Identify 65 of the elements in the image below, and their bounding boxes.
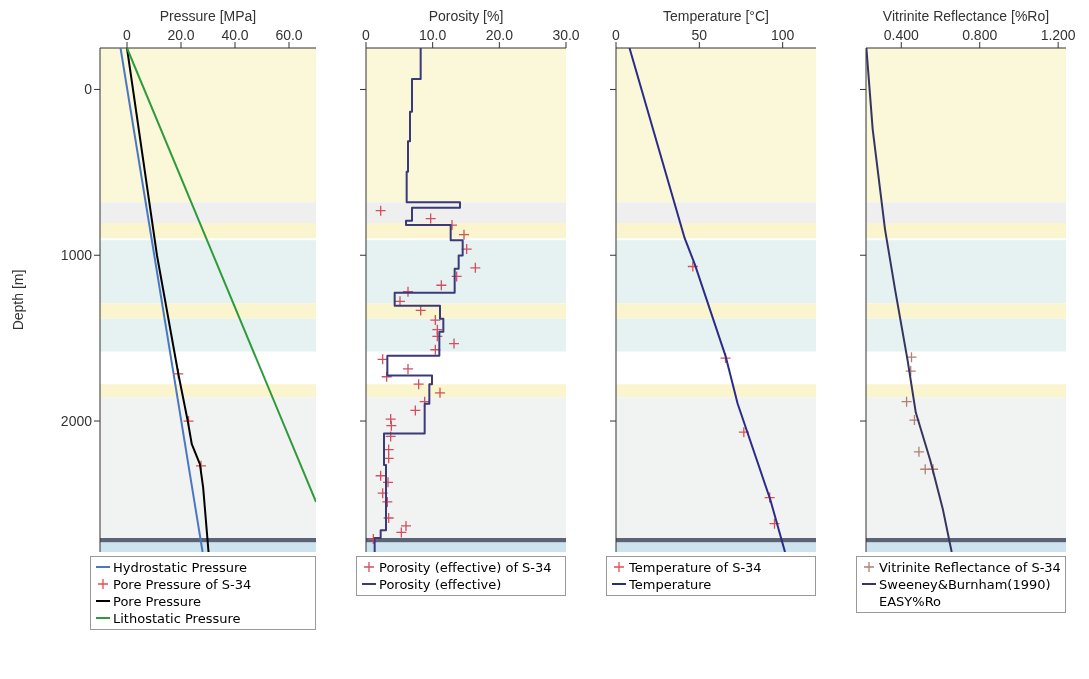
x-tick-label: 1.200 (1040, 27, 1076, 43)
legend-label: Temperature of S-34 (629, 559, 762, 576)
x-tick-label: 20.0 (167, 27, 195, 43)
point (429, 344, 441, 356)
point (919, 463, 931, 475)
point (413, 378, 425, 390)
point (738, 426, 750, 438)
legend-label: Lithostatic Pressure (113, 610, 241, 627)
point (448, 337, 460, 350)
point (425, 212, 437, 225)
point (400, 520, 412, 532)
point (402, 286, 414, 298)
point (469, 262, 481, 274)
point (385, 430, 397, 443)
x-tick-label: 30.0 (552, 27, 580, 43)
x-tick-label: 0 (612, 27, 621, 43)
point (687, 260, 699, 273)
point (927, 463, 939, 475)
point (395, 526, 407, 539)
point (451, 270, 463, 283)
x-tick-label: 0.400 (883, 27, 920, 43)
x-tick-label: 10.0 (419, 27, 447, 43)
x-axis-title: Pressure [MPa] (158, 8, 258, 26)
x-tick-label: 20.0 (485, 27, 514, 43)
point (377, 487, 389, 499)
x-tick-label: 40.0 (221, 27, 249, 43)
point (394, 295, 406, 307)
point (434, 387, 446, 399)
legend-label: Vitrinite Reflectance of S-34 (879, 559, 1061, 576)
x-tick-label: 0.800 (962, 27, 998, 43)
point (375, 204, 387, 217)
x-axis-title: Porosity [%] (427, 8, 505, 26)
x-tick-label: 50 (691, 27, 708, 43)
legend-label: Hydrostatic Pressure (113, 559, 248, 576)
point (385, 413, 397, 425)
point (768, 518, 781, 530)
legend-label: Temperature (629, 576, 712, 593)
y-tick-label: 2000 (60, 413, 93, 429)
point (913, 446, 925, 458)
x-axis-title: Vitrinite Reflectance [%Ro] (881, 8, 1051, 26)
legend-label: Sweeney&Burnham(1990) EASY%Ro (879, 576, 1052, 610)
point (383, 512, 395, 524)
y-axis-title: Depth [m] (9, 269, 26, 331)
point (381, 496, 393, 508)
y-tick-label: 0 (84, 81, 93, 98)
legend-label: Pore Pressure (113, 593, 202, 610)
point (429, 314, 441, 326)
point (900, 395, 913, 408)
point (431, 330, 443, 342)
point (764, 491, 776, 504)
point (385, 420, 397, 432)
x-tick-label: 60.0 (275, 27, 303, 43)
point (435, 279, 447, 291)
point (367, 533, 379, 545)
point (458, 229, 470, 241)
legend-label: Porosity (effective) of S-34 (379, 559, 552, 576)
x-tick-label: 0 (123, 27, 132, 43)
x-axis-title: Temperature [°C] (662, 8, 770, 26)
point (409, 404, 421, 417)
x-tick-label: 0 (362, 27, 371, 43)
y-tick-label: 1000 (60, 247, 93, 264)
legend-label: Pore Pressure of S-34 (113, 576, 252, 593)
x-tick-label: 100 (770, 27, 795, 43)
legend-label: Porosity (effective) (379, 576, 502, 593)
point (402, 363, 414, 375)
